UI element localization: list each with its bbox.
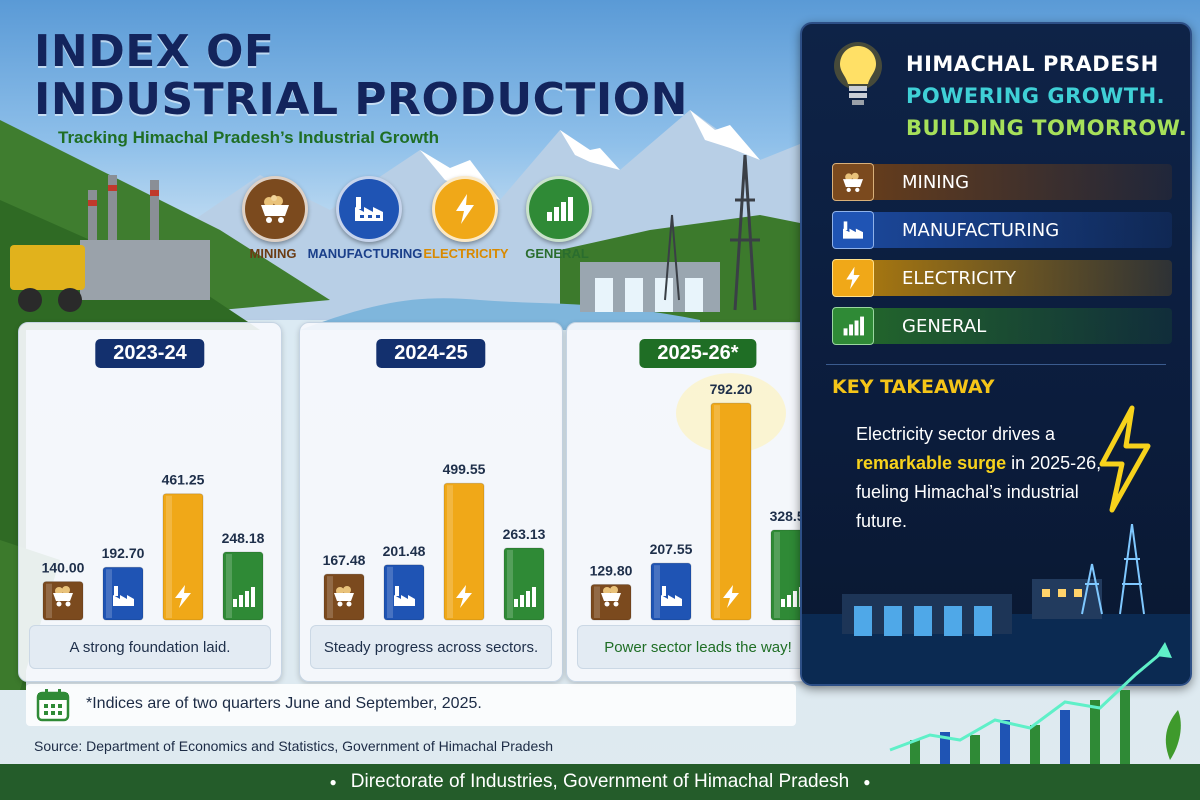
bar-highlight: [507, 549, 513, 618]
footer-text: Directorate of Industries, Government of…: [350, 771, 850, 792]
card-title-line-1: HIMACHAL PRADESH: [906, 52, 1159, 76]
bar-electricity: [710, 402, 752, 621]
footnote-text: *Indices are of two quarters June and Se…: [86, 695, 482, 712]
bar-highlight: [654, 565, 660, 618]
key-takeaway-title: KEY TAKEAWAY: [832, 376, 995, 398]
footnote-row: [26, 684, 796, 726]
lightning-icon: [175, 585, 191, 608]
source-text: Source: Department of Economics and Stat…: [34, 738, 554, 754]
sector-label-mining: MINING: [249, 246, 297, 261]
takeaway-highlight: remarkable surge: [856, 453, 1007, 473]
year-badge: 2024-25: [376, 339, 486, 368]
year-badge: 2023-24: [95, 339, 205, 368]
year-badge: 2025-26*: [639, 339, 757, 368]
bar-value-label: 140.00: [42, 560, 85, 576]
title-line-1: INDEX OF: [34, 26, 275, 77]
bar-chart-icon: [832, 307, 874, 345]
sector-label-general: GENERAL: [525, 246, 589, 261]
legend-item-manufacturing: MANUFACTURING: [832, 211, 1172, 249]
bar-chart-2024-25: 167.48 201.48 499.55 263.13: [323, 461, 546, 621]
bar-chart-icon: [233, 587, 255, 607]
legend-label: MANUFACTURING: [902, 219, 1060, 241]
bar-value-label: 461.25: [162, 472, 205, 488]
legend-item-mining: MINING: [832, 163, 1172, 201]
chart-panel-2024-25: 2024-25 167.48 201.48 499.55 263.13 Steady …: [299, 322, 563, 682]
bar-chart-icon: [514, 587, 536, 607]
chart-panel-2025-26: 2025-26* 129.80 207.55 792.20 328.55 Power …: [566, 322, 830, 682]
bar-highlight: [46, 583, 52, 618]
bar-highlight: [226, 554, 232, 618]
bar-value-label: 167.48: [323, 552, 366, 568]
legend-label: ELECTRICITY: [902, 267, 1017, 289]
bar-electricity: [162, 493, 204, 621]
bar-highlight: [594, 586, 600, 618]
lightning-icon: [432, 176, 498, 242]
bar-value-label: 192.70: [102, 545, 145, 561]
bar-highlight: [774, 532, 780, 618]
light-bulb-icon: [834, 42, 882, 105]
bar-value-label: 201.48: [383, 543, 426, 559]
bar-highlight: [387, 566, 393, 618]
factory-icon: [661, 586, 682, 606]
bar-value-label: 499.55: [443, 461, 486, 477]
factory-icon: [113, 586, 134, 606]
mine-cart-icon: [334, 586, 354, 607]
bar-highlight: [166, 495, 172, 618]
bar-mining: [590, 583, 632, 621]
bar-value-label: 792.20: [710, 381, 753, 397]
bar-value-label: 263.13: [503, 526, 546, 542]
sector-label-electricity: ELECTRICITY: [423, 246, 509, 261]
dam-night-illustration: [802, 524, 1190, 684]
mine-cart-icon: [832, 163, 874, 201]
legend-item-general: GENERAL: [832, 307, 1172, 345]
takeaway-text-end: in 2025-26, fueling Himachal’s industria…: [856, 453, 1102, 531]
bar-highlight: [106, 569, 112, 618]
mine-cart-icon: [601, 586, 621, 607]
lightning-icon: [832, 259, 874, 297]
sector-label-manufacturing: MANUFACTURING: [307, 246, 423, 261]
lightning-icon: [723, 585, 739, 608]
page-subtitle: Tracking Himachal Pradesh’s Industrial G…: [58, 128, 440, 147]
legend-label: MINING: [902, 171, 970, 193]
takeaway-divider: [826, 364, 1166, 665]
bar-value-label: 207.55: [650, 541, 693, 557]
info-card: HIMACHAL PRADESH POWERING GROWTH. BUILDI…: [800, 22, 1192, 686]
bar-chart-icon: [526, 176, 592, 242]
chart-caption: A strong foundation laid.: [29, 625, 271, 669]
lightning-glow-icon: [1099, 405, 1151, 513]
legend-item-electricity: ELECTRICITY: [832, 259, 1172, 297]
key-takeaway-text: Electricity sector drives a remarkable s…: [856, 420, 1116, 536]
bar-highlight: [447, 485, 453, 618]
mine-cart-icon: [242, 176, 308, 242]
bar-chart-2023-24: 140.00 192.70 461.25 248.18: [42, 472, 265, 621]
factory-icon: [336, 176, 402, 242]
footer-bar: ● Directorate of Industries, Government …: [0, 764, 1200, 800]
lightning-icon: [456, 585, 472, 608]
footer-bullet-icon: ●: [863, 775, 871, 789]
takeaway-text-start: Electricity sector drives a: [856, 424, 1056, 444]
legend-label: GENERAL: [902, 315, 987, 337]
bar-manufacturing: [383, 564, 425, 621]
footer-bullet-icon: ●: [329, 775, 337, 789]
bar-value-label: 248.18: [222, 530, 265, 546]
chart-caption: Power sector leads the way!: [577, 625, 819, 669]
card-title-line-2: POWERING GROWTH.: [906, 84, 1166, 108]
chart-caption: Steady progress across sectors.: [310, 625, 552, 669]
page-title: INDEX OF INDUSTRIAL PRODUCTION: [34, 28, 688, 124]
bar-highlight: [327, 576, 333, 618]
chart-panel-2023-24: 2023-24 140.00 192.70 461.25 248.18 A stron…: [18, 322, 282, 682]
calendar-icon: [36, 689, 70, 722]
factory-icon: [832, 211, 874, 249]
title-line-2: INDUSTRIAL PRODUCTION: [34, 74, 688, 125]
bar-value-label: 129.80: [590, 562, 633, 578]
bar-highlight: [714, 405, 720, 618]
mine-cart-icon: [53, 586, 73, 607]
factory-icon: [394, 586, 415, 606]
bar-manufacturing: [102, 566, 144, 621]
growth-arrow-illustration: [889, 642, 1181, 765]
card-title-line-3: BUILDING TOMORROW.: [906, 116, 1188, 140]
bar-electricity: [443, 482, 485, 621]
